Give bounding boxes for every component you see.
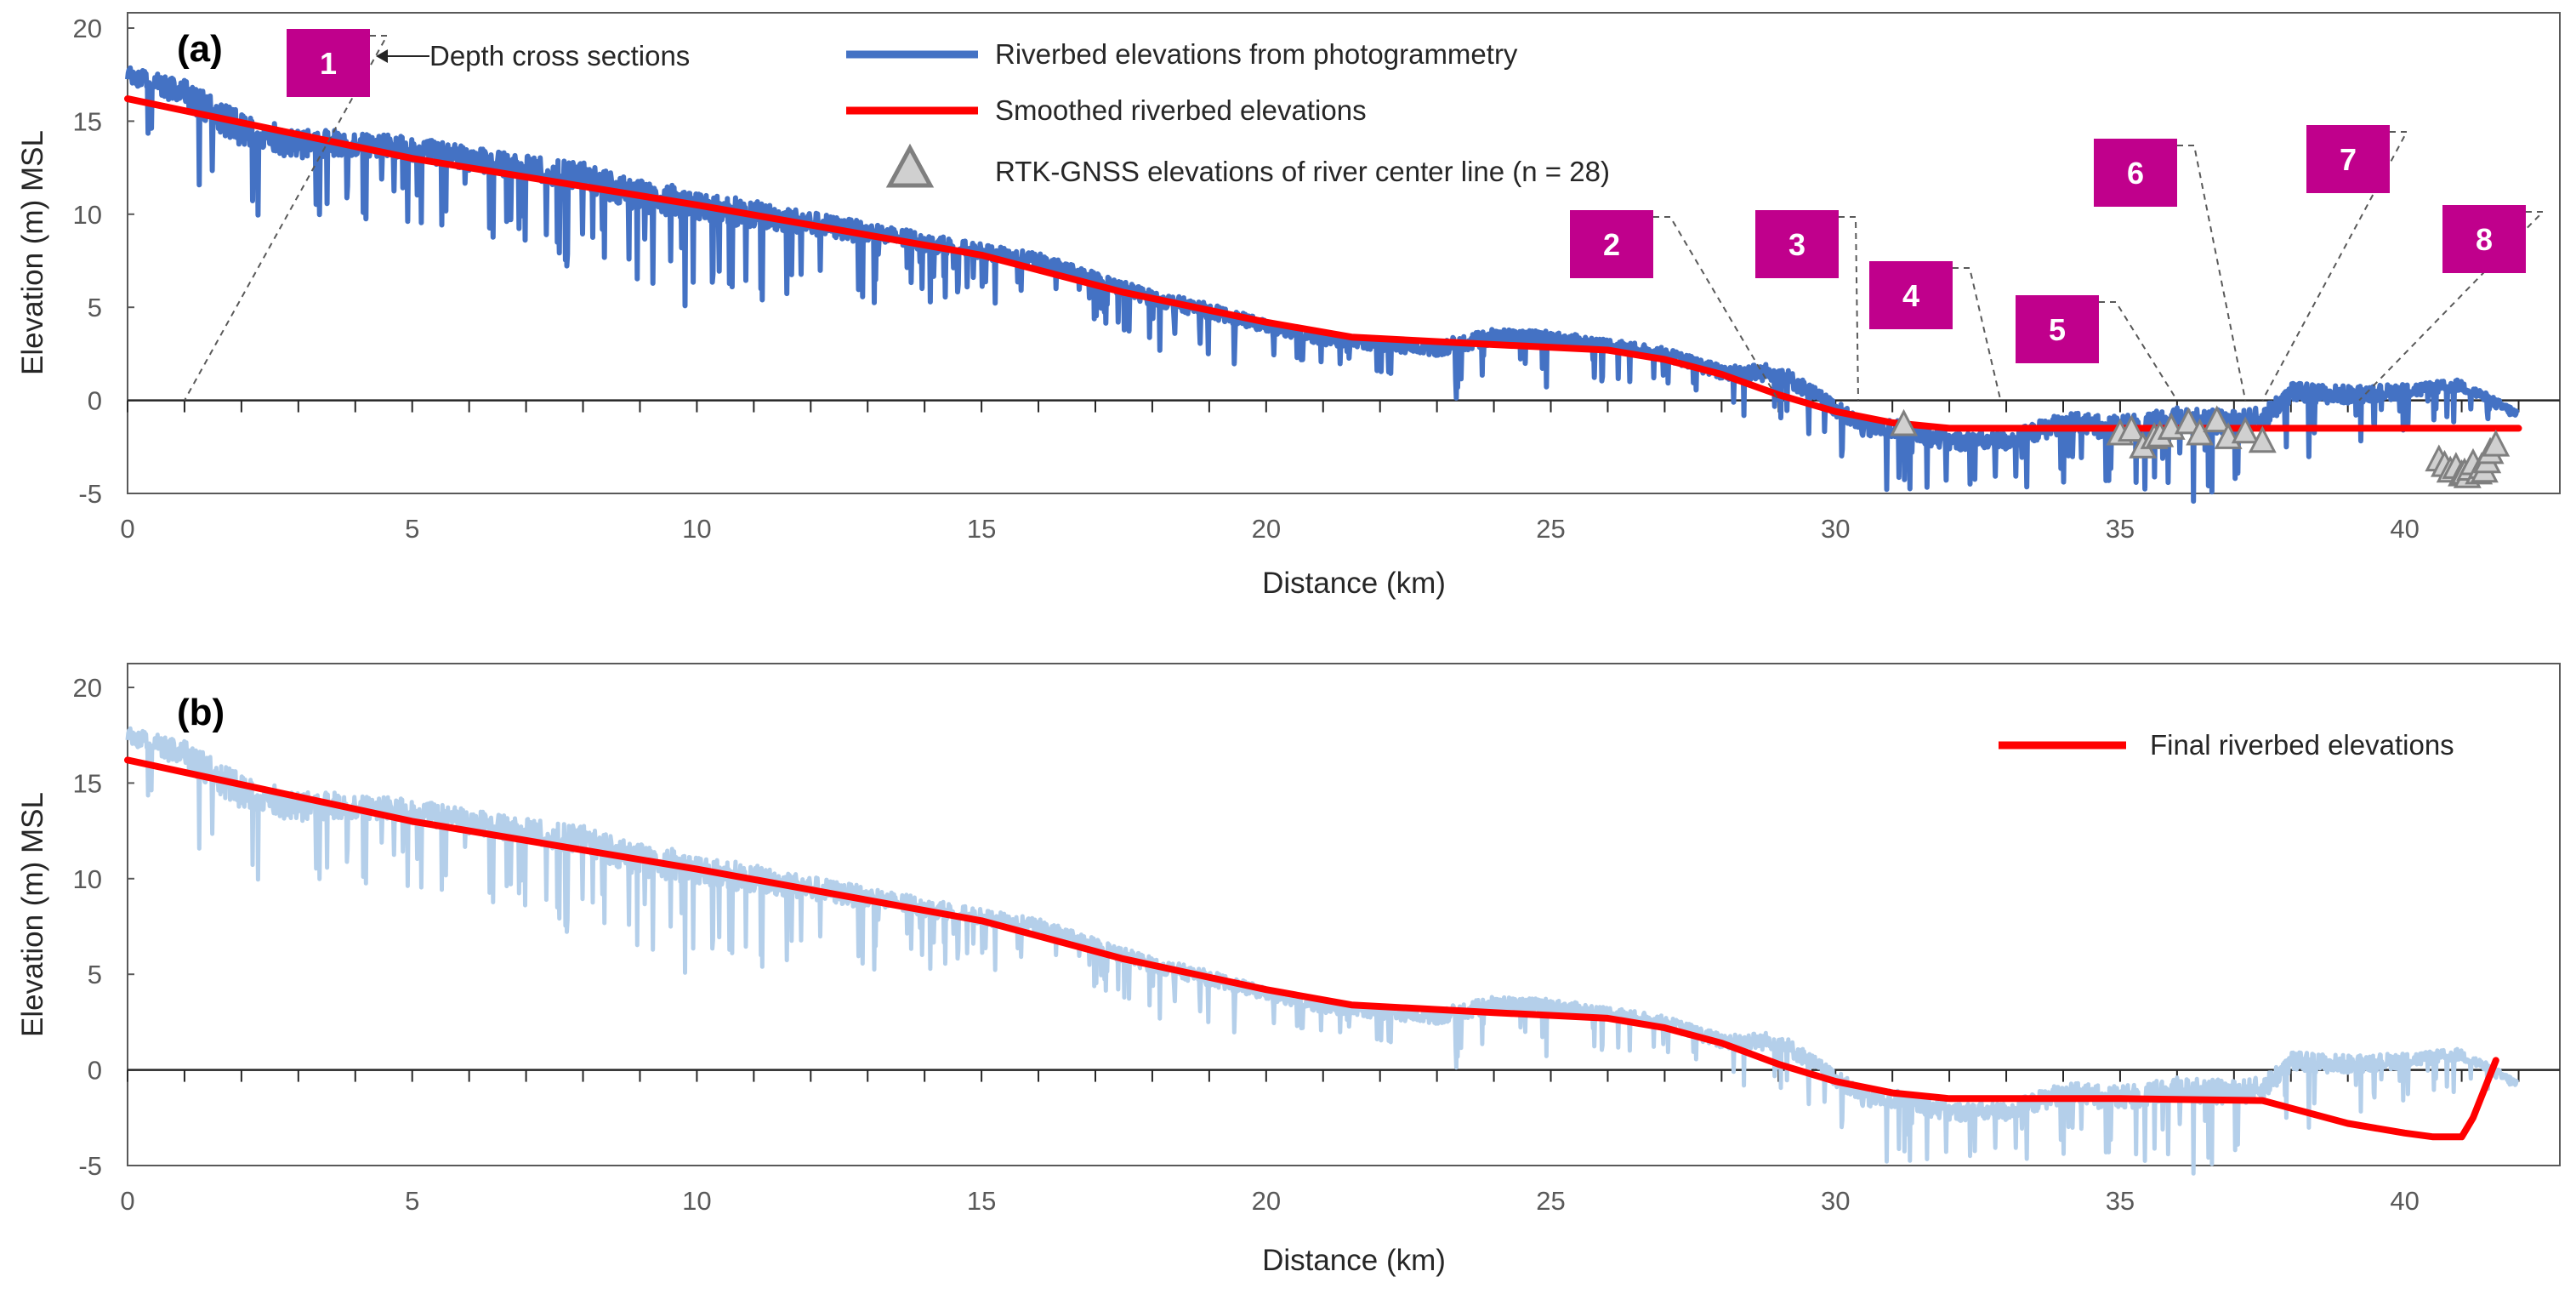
x-tick-label: 5 (405, 514, 419, 544)
legend: Riverbed elevations from photogrammetry … (846, 38, 1610, 188)
x-axis-title: Distance (km) (1262, 567, 1446, 600)
cross-section-label: 5 (2049, 312, 2066, 347)
cross-section-box (2094, 139, 2177, 207)
y-tick-label: 10 (73, 200, 102, 230)
cross-section-leader (184, 35, 389, 402)
cross-section-leader (2099, 301, 2178, 402)
x-tick-label: 0 (120, 514, 134, 544)
cross-section-box (2442, 205, 2526, 273)
cross-section-label: 8 (2476, 222, 2493, 257)
cross-section-box (1869, 261, 1953, 329)
x-tick-label: 15 (967, 514, 996, 544)
legend: Final riverbed elevations (1999, 729, 2454, 761)
x-tick-label: 40 (2390, 514, 2419, 544)
legend-rtk-triangle-icon (885, 143, 935, 188)
final-series (124, 756, 2499, 1141)
rtk-gnss-markers (1890, 405, 2511, 488)
y-axis-title: Elevation (m) MSL (16, 130, 49, 375)
x-tick-label: 40 (2390, 1186, 2419, 1216)
y-tick-label: 5 (88, 293, 102, 322)
x-tick-label: 15 (967, 1186, 996, 1216)
panel-b: (b) Elevation (m) MSL Distance (km) 20 15… (16, 663, 2561, 1277)
cross-section-leader (1653, 216, 1780, 402)
cross-section-label: 7 (2340, 142, 2357, 177)
y-tick-label: 20 (73, 673, 102, 703)
cross-section-label: 1 (320, 46, 337, 81)
x-tick-labels: 0 5 10 15 20 25 30 35 40 (120, 1186, 2420, 1216)
y-tick-label: 0 (88, 1056, 102, 1086)
y-tick-label: 10 (73, 864, 102, 894)
legend-smoothed-label: Smoothed riverbed elevations (995, 94, 1367, 126)
legend-photogrammetry-label: Riverbed elevations from photogrammetry (995, 38, 1518, 70)
y-tick-labels: 20 15 10 5 0 -5 (73, 14, 134, 509)
x-tick-label: 0 (120, 1186, 134, 1216)
cross-section-label: 6 (2127, 156, 2144, 191)
x-tick-label: 25 (1536, 514, 1565, 544)
cross-section-leader (1839, 216, 1860, 401)
y-tick-label: 15 (73, 106, 102, 136)
series-line (124, 756, 2499, 1141)
x-tick-label: 5 (405, 1186, 419, 1216)
rtk-gnss-point (2203, 405, 2232, 433)
x-tick-label: 20 (1252, 1186, 1281, 1216)
x-axis-title: Distance (km) (1262, 1244, 1446, 1277)
plot-frame (127, 12, 2561, 494)
y-tick-labels: 20 15 10 5 0 -5 (73, 673, 134, 1181)
y-axis-title: Elevation (m) MSL (16, 792, 49, 1037)
cross-section-leader (2261, 131, 2408, 402)
cross-section-label: 2 (1603, 227, 1620, 262)
x-tick-label: 35 (2106, 1186, 2135, 1216)
annotation-text: Depth cross sections (429, 40, 690, 71)
rtk-gnss-point (1890, 408, 1919, 436)
x-tick-label: 10 (682, 514, 711, 544)
y-tick-label: 5 (88, 960, 102, 989)
rtk-gnss-point (2174, 407, 2203, 435)
cross-section-leader (2177, 145, 2247, 401)
y-tick-label: -5 (78, 479, 102, 509)
x-tick-labels: 0 5 10 15 20 25 30 35 40 (120, 514, 2420, 544)
cross-section-box (287, 29, 370, 97)
cross-section-box (2306, 125, 2390, 193)
depth-cross-sections-annotation: Depth cross sections (376, 40, 690, 71)
y-tick-label: -5 (78, 1151, 102, 1181)
cross-section-label: 4 (1902, 278, 1919, 313)
cross-section-leader (1953, 267, 2002, 401)
cross-section-label: 3 (1788, 227, 1805, 262)
rtk-gnss-point (2117, 414, 2146, 442)
panel-a: (a) Elevation (m) MSL Distance (km) 2015… (16, 12, 2561, 600)
rtk-gnss-point (2248, 425, 2277, 453)
legend-rtk-label: RTK-GNSS elevations of river center line… (995, 156, 1610, 187)
panel-label: (a) (177, 28, 223, 70)
rtk-gnss-point (2482, 429, 2511, 457)
y-tick-label: 0 (88, 386, 102, 416)
cross-section-box (1755, 210, 1839, 278)
panel-label: (b) (177, 692, 225, 733)
rtk-gnss-point (2231, 416, 2260, 444)
x-tick-label: 30 (1821, 514, 1850, 544)
cross-section-leader (2358, 211, 2545, 402)
cross-section-box (2016, 295, 2099, 363)
x-tick-label: 10 (682, 1186, 711, 1216)
y-tick-label: 20 (73, 14, 102, 43)
x-tick-label: 20 (1252, 514, 1281, 544)
plot-frame (127, 663, 2561, 1166)
cross-section-box (1570, 210, 1653, 278)
y-tick-label: 15 (73, 768, 102, 798)
depth-cross-section-markers: 1 2 3 4 5 6 7 8 (184, 29, 2545, 402)
rtk-gnss-point (2186, 418, 2215, 446)
axes (127, 399, 2560, 413)
x-tick-label: 25 (1536, 1186, 1565, 1216)
x-tick-label: 30 (1821, 1186, 1850, 1216)
x-tick-label: 35 (2106, 514, 2135, 544)
legend-final-label: Final riverbed elevations (2150, 729, 2454, 761)
annotation-arrow-icon (376, 49, 388, 63)
